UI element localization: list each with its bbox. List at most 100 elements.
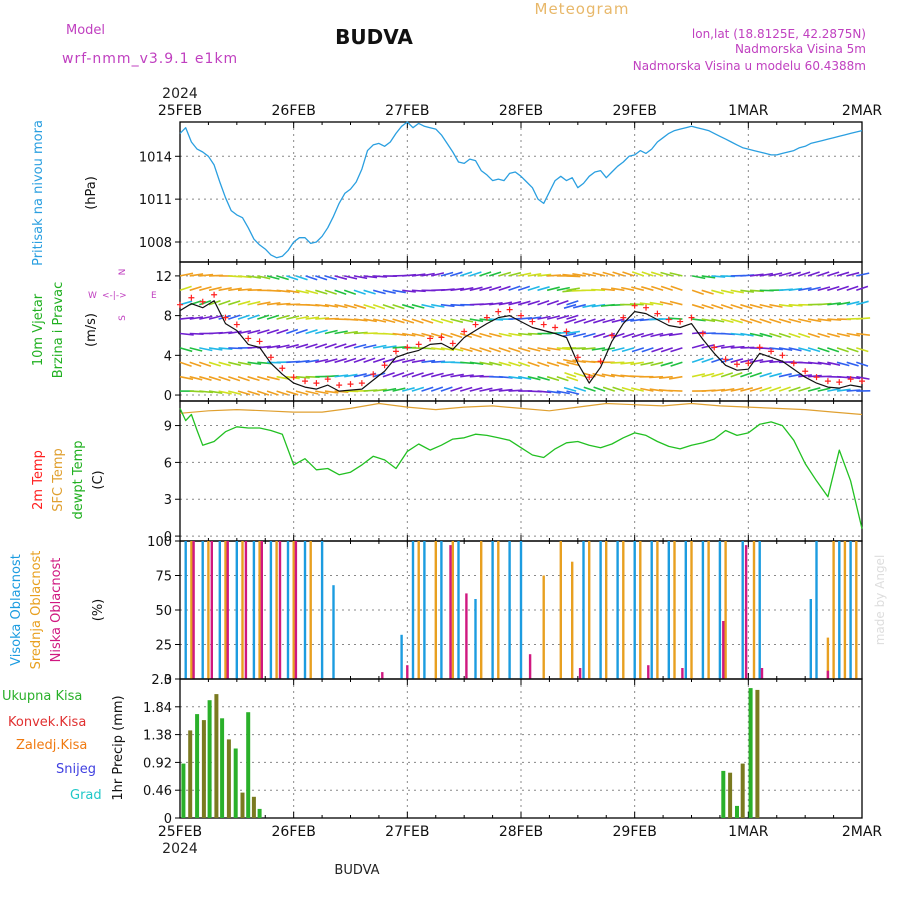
wind-arrow	[564, 318, 577, 324]
wind-arrow	[572, 359, 586, 364]
high-cloud-bar	[491, 541, 494, 679]
wind-arrow	[305, 316, 320, 320]
dew-temp-line	[179, 408, 863, 529]
wind-arrow	[563, 358, 577, 364]
footer-location: BUDVA	[334, 863, 379, 878]
wind-arrow	[459, 386, 473, 392]
gust-marker	[290, 374, 297, 381]
wind-arrow	[286, 289, 300, 294]
high-cloud-bar	[809, 599, 812, 679]
wind-arrow	[372, 303, 386, 310]
wind-arrow	[498, 332, 512, 337]
mid-cloud-bar	[497, 541, 500, 679]
wind-arrow	[846, 300, 860, 306]
y-tick-label: 0	[164, 673, 172, 688]
wind-arrow	[611, 347, 625, 352]
wind-arrow	[179, 316, 194, 320]
wind-speed-line	[179, 300, 863, 392]
temp-unit-label: (C)	[91, 470, 106, 489]
wind-arrow	[720, 318, 734, 324]
wind-arrow	[402, 332, 416, 337]
wind-arrow	[691, 373, 706, 378]
wind-arrow	[353, 318, 368, 322]
wind-arrow	[730, 332, 745, 336]
wind-arrow	[508, 347, 521, 353]
wind-arrow	[315, 275, 328, 281]
wind-arrow	[305, 343, 318, 349]
wind-arrow	[629, 303, 644, 306]
wind-arrow	[199, 347, 213, 352]
wind-arrow	[324, 275, 338, 281]
gust-marker	[279, 365, 286, 372]
wind-arrow	[179, 347, 193, 353]
precip-ylabel: 1hr Precip (mm)	[111, 695, 126, 800]
low-cloud-bar	[294, 541, 298, 679]
mid-cloud-bar	[241, 541, 244, 679]
wind-arrow	[620, 361, 635, 365]
wind-arrow	[324, 343, 337, 349]
wind-arrow	[827, 387, 841, 392]
wind-arrow	[324, 303, 339, 308]
wind-arrow	[807, 318, 822, 323]
wind-arrow	[592, 372, 606, 378]
wind-arrow	[498, 388, 513, 392]
wind-arrow	[537, 315, 551, 320]
mid-cloud-bar	[207, 541, 210, 679]
wind-arrow	[257, 361, 272, 365]
mid-cloud-bar	[434, 541, 437, 679]
wind-arrow	[769, 332, 782, 338]
wind-arrow	[807, 361, 822, 365]
top-x-label: 1MAR	[728, 103, 769, 119]
wind-arrow	[660, 347, 673, 353]
wind-arrow	[669, 300, 683, 306]
wind-arrow	[692, 318, 706, 322]
wind-arrow	[641, 271, 654, 277]
wind-arrow	[836, 332, 850, 338]
wind-arrow	[546, 361, 560, 367]
wind-arrow	[546, 315, 560, 320]
wind-arrow	[817, 271, 830, 277]
wind-arrow	[334, 374, 349, 378]
gust-marker	[813, 374, 820, 381]
model-elevation-label: Nadmorska Visina u modelu 60.4388m	[633, 59, 866, 73]
bottom-x-label: 1MAR	[728, 824, 769, 840]
panel-frame	[179, 678, 863, 819]
wind-arrow	[334, 303, 348, 309]
wind-arrow	[334, 330, 348, 335]
wind-arrow	[827, 271, 840, 277]
wind-arrow	[610, 287, 625, 292]
wind-arrow	[266, 314, 280, 320]
wind-arrow	[759, 318, 772, 324]
high-cloud-bar	[201, 541, 204, 679]
wind-arrow	[622, 332, 635, 339]
wind-arrow	[856, 300, 869, 306]
wind-arrow	[363, 289, 376, 295]
gust-marker	[518, 312, 524, 319]
gust-marker	[688, 314, 695, 321]
mid-cloud-bar	[724, 541, 727, 679]
wind-arrow	[489, 302, 503, 306]
precip-bar	[201, 720, 206, 818]
wind-arrow	[392, 303, 405, 310]
high-cloud-bar	[474, 599, 477, 679]
wind-arrow	[611, 318, 625, 323]
wind-arrow	[237, 375, 250, 382]
wind-arrow	[257, 390, 270, 396]
wind-arrow	[593, 318, 606, 324]
legend-konvek-kisa: Konvek.Kisa	[8, 715, 86, 730]
wind-arrow	[324, 358, 338, 364]
bottom-x-label: 25FEB	[158, 824, 202, 840]
wind-arrow	[836, 285, 849, 292]
wind-arrow	[798, 287, 812, 292]
wind-arrow	[189, 375, 203, 381]
gust-marker	[756, 344, 763, 351]
gust-marker	[802, 368, 809, 375]
top-x-label: 28FEB	[499, 103, 543, 119]
wind-arrow	[402, 358, 416, 364]
wind-arrow	[701, 357, 714, 364]
high-cloud-bar	[252, 541, 256, 679]
precip-bar	[207, 700, 212, 818]
wind-arrow	[856, 332, 870, 336]
high-cloud-bar	[599, 541, 602, 679]
mid-cloud-bar	[542, 575, 545, 679]
